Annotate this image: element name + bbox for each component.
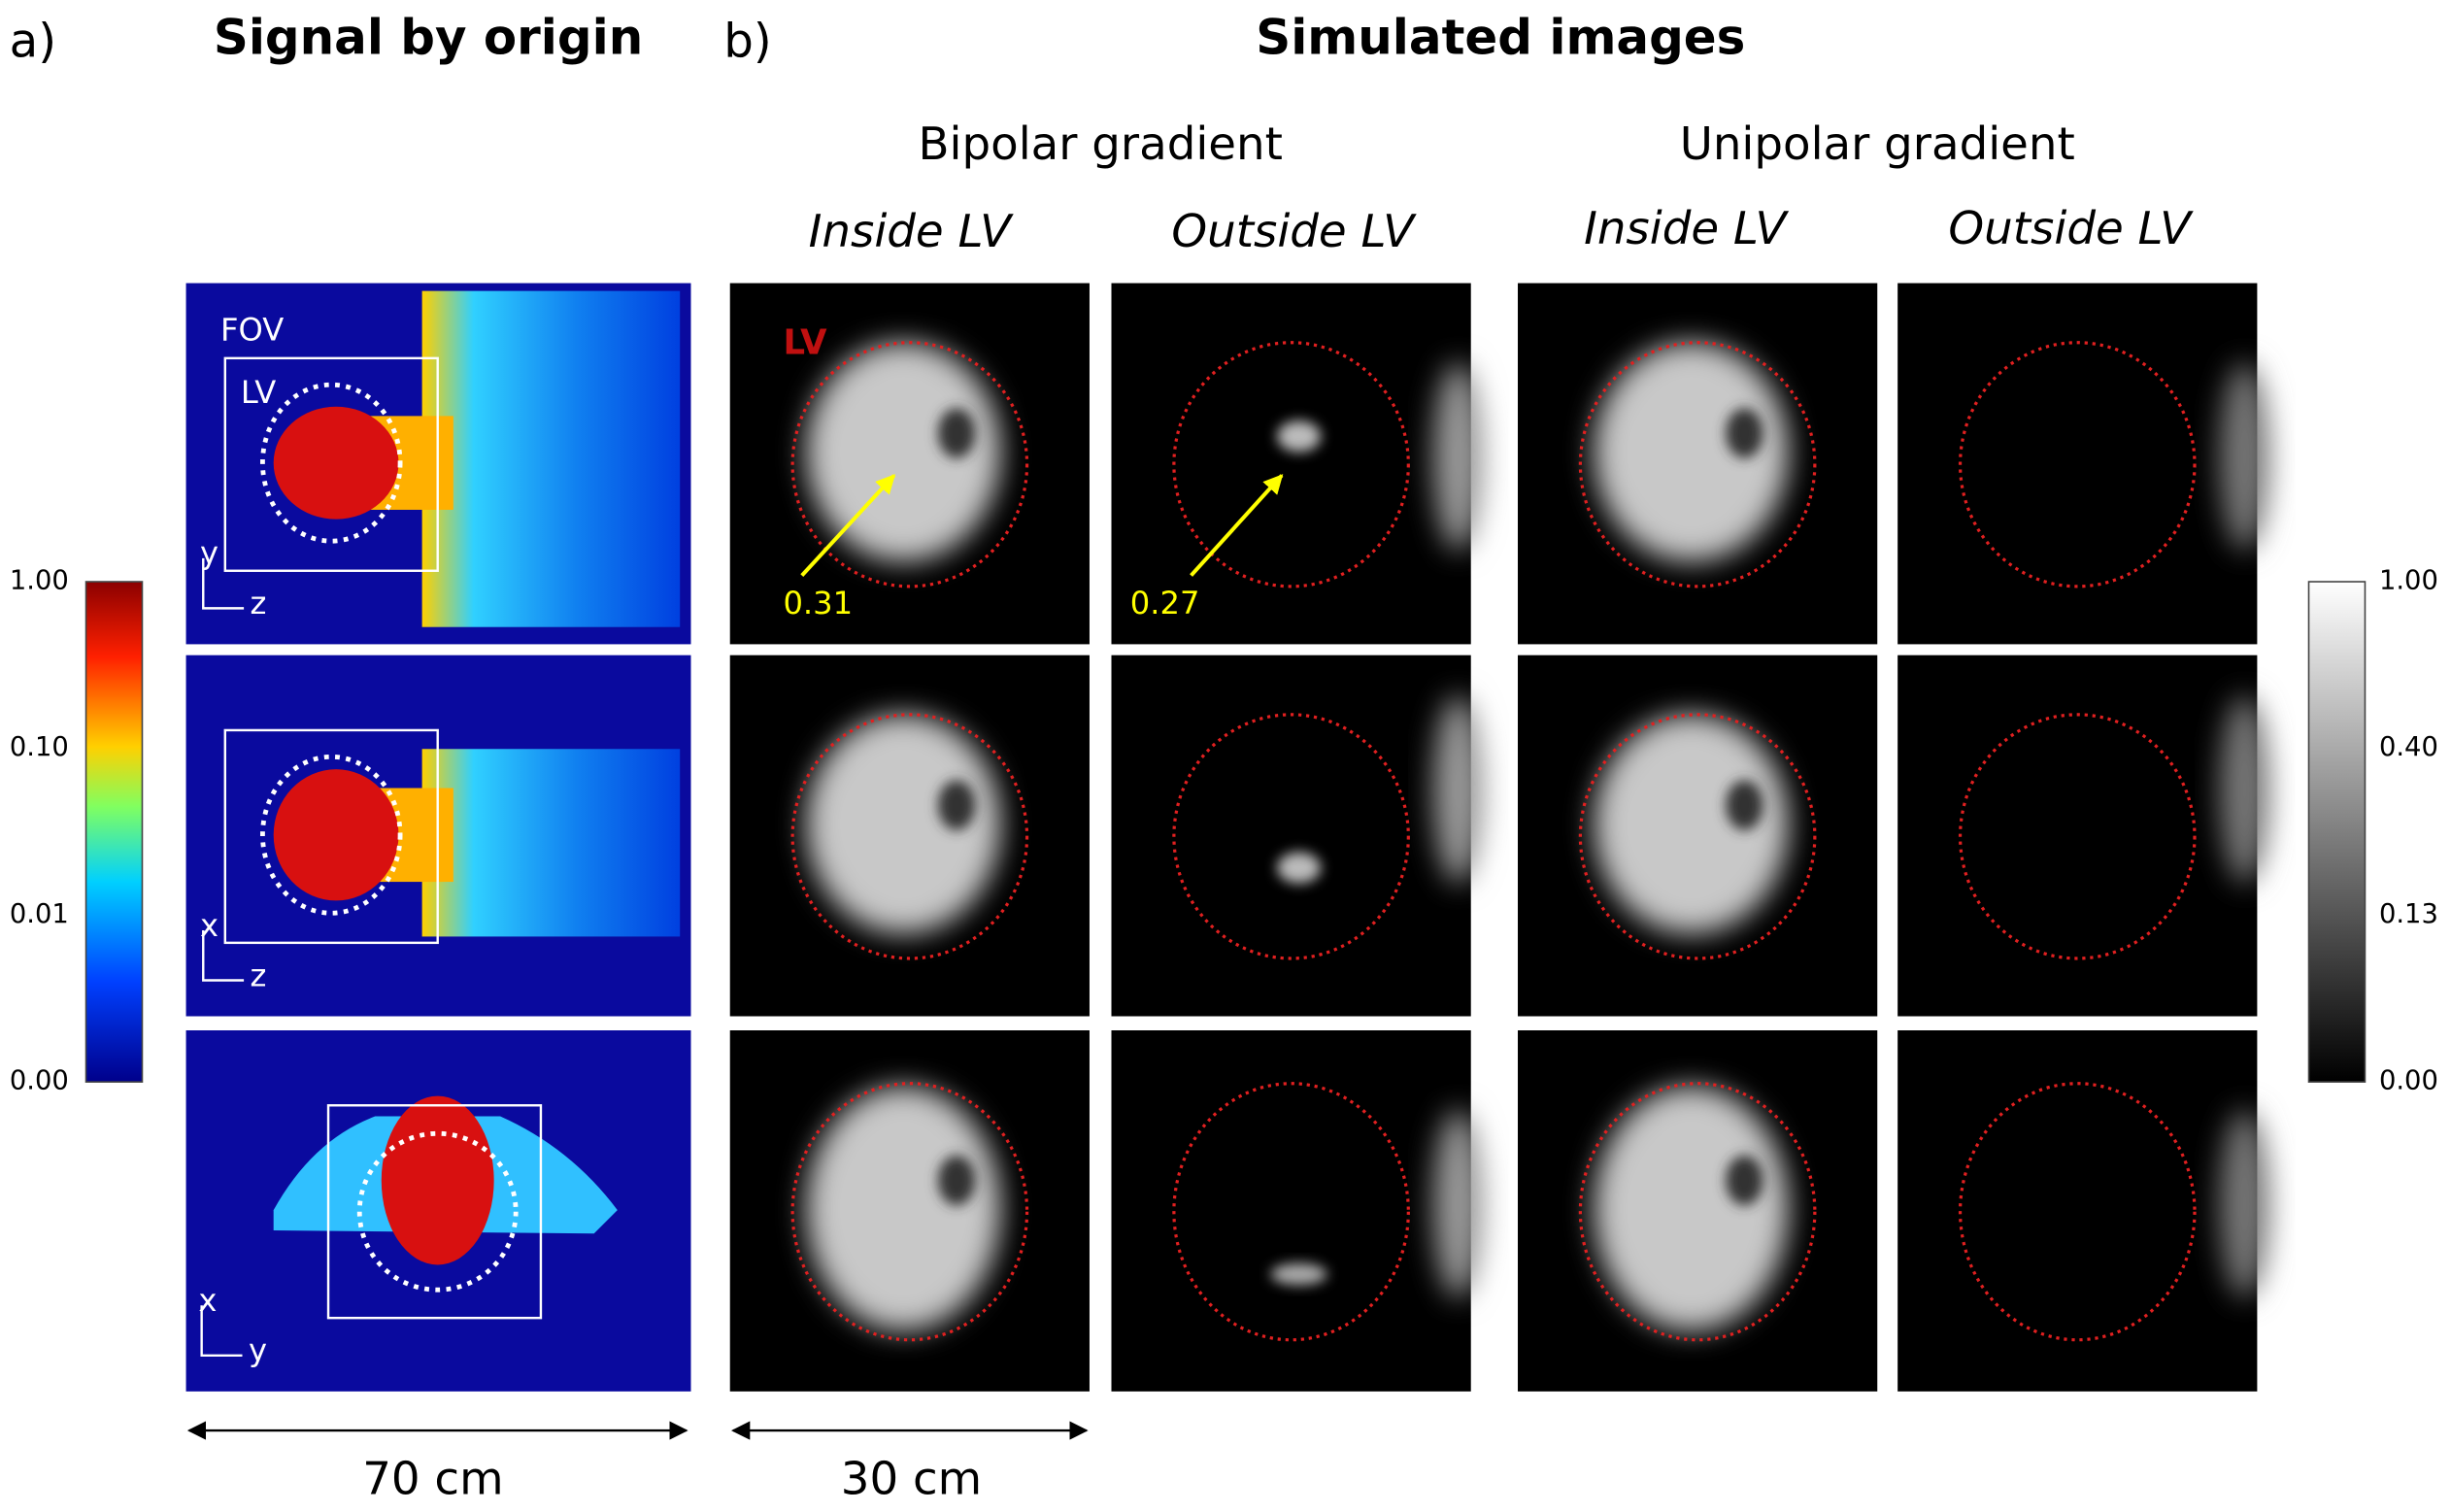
signal-dark — [937, 408, 976, 458]
signal-blob — [806, 1086, 1001, 1331]
image-background — [1111, 655, 1471, 1017]
colorbar-tick-label: 0.40 — [2379, 732, 2438, 762]
lv-signal — [273, 769, 399, 901]
column-title: Outside LV — [1948, 203, 2194, 255]
lv-outline — [1958, 341, 2197, 588]
signal-blob — [1433, 1110, 1484, 1298]
signal-blob — [1270, 1262, 1327, 1286]
lv-label: LV — [783, 322, 827, 362]
axis-label: x — [198, 1282, 217, 1319]
colorbar-tick-label: 0.00 — [2379, 1066, 2438, 1096]
simulated-image — [1518, 1030, 1878, 1392]
body-region — [421, 749, 681, 937]
annotation-arrow — [800, 474, 896, 577]
simulated-image — [729, 1030, 1090, 1392]
signal-blob — [1433, 362, 1484, 551]
signal-dark — [1726, 1155, 1763, 1206]
colorbar-tick-label: 0.10 — [10, 732, 69, 762]
signal-blob — [2219, 1110, 2270, 1298]
simulated-image — [729, 283, 1090, 645]
column-title: Inside LV — [1584, 203, 1789, 255]
axis-glyph — [202, 557, 245, 610]
lv-signal — [381, 1095, 494, 1265]
fov-box — [326, 1104, 543, 1320]
scale-label: 30 cm — [841, 1454, 982, 1506]
signal-blob — [1594, 714, 1789, 934]
axis-glyph — [202, 929, 245, 982]
colorbar-tick-label: 0.13 — [2379, 899, 2438, 929]
signal-dark — [937, 1155, 976, 1206]
lv-outline — [1172, 341, 1410, 588]
lv-signal — [273, 406, 399, 520]
axis-label: y — [249, 1332, 267, 1369]
group-title: Bipolar gradient — [919, 118, 1283, 171]
lv-outline — [1172, 713, 1410, 960]
colorbar-tick-label: 1.00 — [2379, 566, 2438, 596]
colorbar-tick-label: 0.00 — [10, 1066, 69, 1096]
simulated-image — [1111, 1030, 1484, 1392]
signal-blob — [2219, 362, 2270, 551]
panel-label: b) — [723, 14, 771, 68]
fov-box — [223, 356, 439, 572]
simulated-image — [1518, 655, 1878, 1017]
annotation: 0.31 — [783, 585, 853, 622]
colorbar-tick-label: 0.01 — [10, 899, 69, 929]
lv-label: LV — [241, 374, 276, 411]
signal-blob — [1594, 1086, 1789, 1331]
simulated-image — [1897, 1030, 2270, 1392]
image-background — [1111, 1030, 1471, 1392]
signal-blob — [806, 714, 1001, 934]
simulated-image — [1111, 283, 1484, 645]
colorbar — [2307, 581, 2367, 1083]
lv-outline — [260, 754, 403, 916]
panel-title: Signal by origin — [214, 10, 643, 66]
panel-label: a) — [10, 14, 56, 68]
lv-outline — [260, 382, 403, 544]
axis-label: x — [200, 907, 218, 944]
lv-outline — [1578, 341, 1817, 588]
signal-dark — [937, 780, 976, 830]
annotation: 0.27 — [1130, 585, 1200, 622]
signal-dark — [1726, 408, 1763, 458]
heatmap-panel: xz — [185, 655, 691, 1017]
colorbar — [84, 581, 144, 1083]
column-title: Inside LV — [809, 206, 1014, 258]
axis-label: z — [251, 585, 267, 622]
group-title: Unipolar gradient — [1680, 118, 2075, 171]
annotation-arrow — [1190, 474, 1284, 577]
simulated-image — [1111, 655, 1484, 1017]
axis-label: y — [200, 535, 218, 572]
signal-blob — [806, 342, 1001, 562]
scale-label: 70 cm — [362, 1454, 503, 1506]
axis-label: z — [251, 957, 267, 993]
simulated-image — [1897, 283, 2270, 645]
lv-outline — [790, 341, 1029, 588]
image-background — [1897, 1030, 2258, 1392]
heatmap-panel: yz — [185, 283, 691, 645]
signal-blob — [1594, 342, 1789, 562]
image-background — [1897, 655, 2258, 1017]
signal-blob — [1277, 420, 1322, 453]
heatmap-panel: xy — [185, 1030, 691, 1392]
panel-title: Simulated images — [1256, 10, 1745, 66]
colorbar-tick-label: 1.00 — [10, 566, 69, 596]
fov-label: FOV — [220, 311, 284, 348]
signal-blob — [2219, 695, 2270, 884]
lv-outline — [790, 713, 1029, 960]
lv-outline — [1578, 713, 1817, 960]
fov-box — [223, 728, 439, 945]
signal-blob — [1433, 695, 1484, 884]
image-background — [1897, 283, 2258, 645]
simulated-image — [1518, 283, 1878, 645]
signal-blob — [1277, 852, 1322, 884]
body-region — [421, 290, 681, 627]
signal-dark — [1726, 780, 1763, 830]
simulated-image — [1897, 655, 2270, 1017]
column-title: Outside LV — [1171, 206, 1417, 258]
simulated-image — [729, 655, 1090, 1017]
lv-outline — [1958, 713, 2197, 960]
axis-glyph — [200, 1305, 243, 1358]
